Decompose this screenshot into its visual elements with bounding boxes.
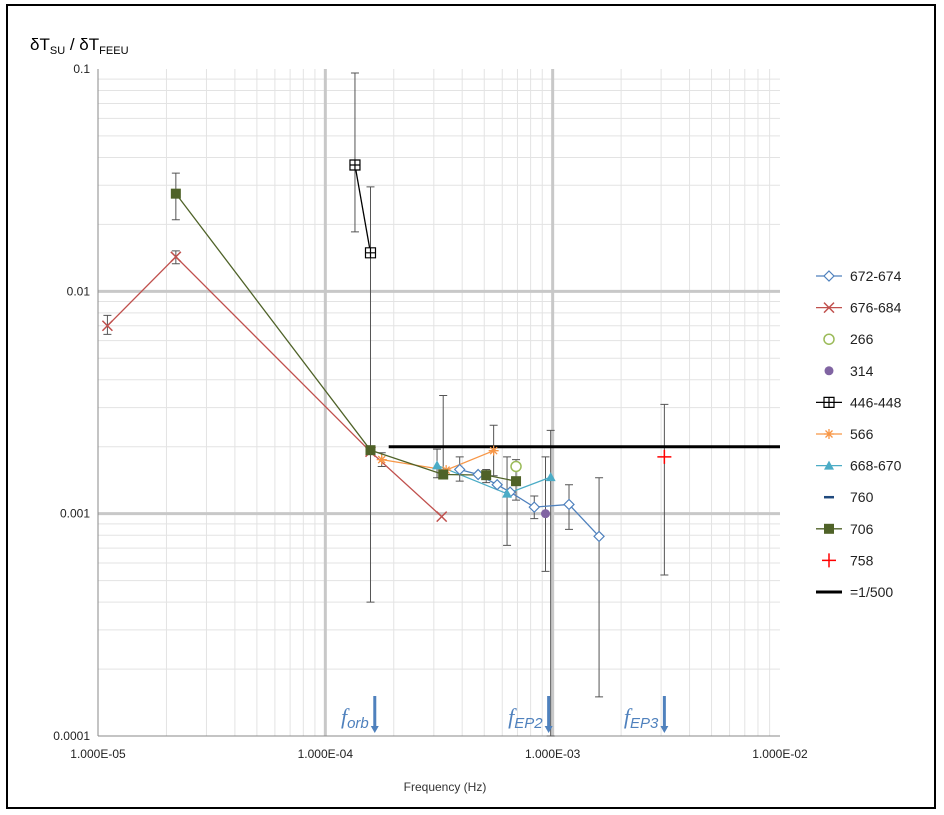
chart-frame: 1.000E-05 1.000E-04 1.000E-03 1.000E-02 0.00… <box>6 4 936 809</box>
y-tick-label: 0.1 <box>73 62 90 76</box>
annotation-orb-symbol: f <box>341 704 350 729</box>
annotation-orb-subscript: orb <box>347 715 369 732</box>
y-label-sub1: SU <box>50 45 65 57</box>
minor-grid <box>98 69 780 736</box>
error-bar-668-670 <box>503 456 512 546</box>
major-grid <box>98 69 780 736</box>
data-point-706 <box>365 445 376 456</box>
legend-label-760: 760 <box>850 489 874 505</box>
legend-marker-566 <box>824 429 834 439</box>
data-point-706 <box>511 476 522 487</box>
chart-svg: 1.000E-05 1.000E-04 1.000E-03 1.000E-02 0.00… <box>30 35 902 794</box>
legend-label-1-500: =1/500 <box>850 584 893 600</box>
legend-marker-758 <box>822 553 836 568</box>
data-point-446-448 <box>364 247 377 259</box>
y-tick-label: 0.0001 <box>53 729 90 743</box>
error-bars <box>103 72 669 737</box>
legend-marker-672-674 <box>823 270 835 282</box>
x-tick-label: 1.000E-02 <box>752 747 808 761</box>
annotation-ep3-label: fEP3 <box>624 704 659 732</box>
annotation-orb-arrowhead <box>370 726 379 733</box>
annotation-orb-label: forb <box>341 704 369 732</box>
data-point-676-684 <box>436 511 448 523</box>
data-point-672-674 <box>563 498 575 511</box>
error-bar-668-670 <box>546 429 555 737</box>
legend-label-446-448: 446-448 <box>850 394 902 410</box>
data-point-672-674 <box>593 530 605 543</box>
frequency-annotations: forb fEP2 fEP3 <box>341 696 669 733</box>
axes <box>97 69 780 737</box>
data-point-706 <box>438 469 449 480</box>
y-tick-label: 0.01 <box>67 284 91 298</box>
annotation-ep3-symbol: f <box>624 704 633 729</box>
data-point-668-670 <box>545 472 556 482</box>
data-point-758 <box>657 449 672 464</box>
x-tick-label: 1.000E-05 <box>70 747 126 761</box>
x-tick-label: 1.000E-04 <box>298 747 354 761</box>
series-line-672-674 <box>459 468 600 537</box>
data-point-314 <box>541 509 551 519</box>
data-point-566 <box>376 454 387 465</box>
annotation-ep2-label: fEP2 <box>508 704 543 732</box>
tick-labels: 1.000E-05 1.000E-04 1.000E-03 1.000E-02 0.00… <box>53 62 808 761</box>
x-tick-label: 1.000E-03 <box>525 747 581 761</box>
annotation-ep2-arrowhead <box>544 726 553 733</box>
legend-label-314: 314 <box>850 363 874 379</box>
data-point-672-674 <box>528 501 541 513</box>
legend-marker-706 <box>824 523 834 534</box>
legend-marker-314 <box>824 366 834 376</box>
data-point-668-670 <box>432 460 443 470</box>
legend-label-566: 566 <box>850 426 874 442</box>
legend-label-672-674: 672-674 <box>850 268 902 284</box>
data-point-706 <box>170 188 181 199</box>
legend-label-706: 706 <box>850 521 874 537</box>
annotation-ep3-arrowhead <box>660 726 669 733</box>
error-bar-446-448 <box>350 72 359 233</box>
legend-marker-676-684 <box>823 302 835 314</box>
legend-marker-266 <box>823 333 835 345</box>
data-point-668-670 <box>502 488 513 498</box>
series-markers <box>101 159 672 543</box>
y-axis-label: δTSU / δTFEEU <box>30 35 129 57</box>
y-label-sep: / δT <box>65 35 99 54</box>
y-label-sub2: FEEU <box>99 45 128 57</box>
data-point-672-674 <box>491 478 504 491</box>
x-axis-label: Frequency (Hz) <box>404 780 487 794</box>
data-point-566 <box>488 445 499 456</box>
series-line-446-448 <box>354 164 372 253</box>
error-bar-672-674 <box>595 477 604 698</box>
series-lines <box>106 164 780 537</box>
series-line-706 <box>175 193 517 482</box>
legend-label-668-670: 668-670 <box>850 458 902 474</box>
legend-label-758: 758 <box>850 552 874 568</box>
annotation-ep3-subscript: EP3 <box>630 715 659 732</box>
annotation-ep2-symbol: f <box>508 704 517 729</box>
data-point-676-684 <box>170 251 182 263</box>
data-point-266 <box>510 460 522 473</box>
legend: 672-674 676-684 266 314 446-448 566 668-670 760… <box>816 268 902 600</box>
y-label-sym: δT <box>30 35 50 54</box>
data-point-672-674 <box>453 463 466 476</box>
data-point-706 <box>481 470 492 481</box>
data-point-446-448 <box>349 159 361 171</box>
legend-label-266: 266 <box>850 331 874 347</box>
annotation-ep2-subscript: EP2 <box>514 715 543 732</box>
error-bar-758 <box>660 403 669 576</box>
legend-label-676-684: 676-684 <box>850 300 902 316</box>
legend-marker-668-670 <box>824 460 834 470</box>
data-point-676-684 <box>101 320 113 332</box>
legend-marker-446-448 <box>823 396 835 408</box>
series-line-676-684 <box>106 255 443 518</box>
y-tick-label: 0.001 <box>60 507 90 521</box>
